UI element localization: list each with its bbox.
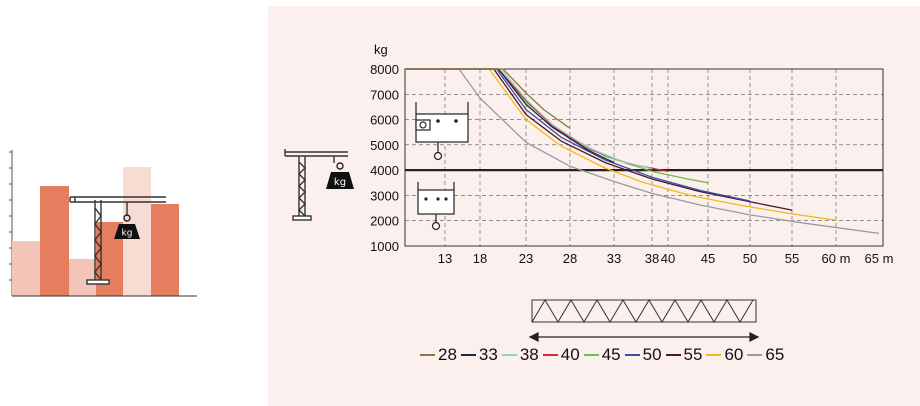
trolley-icon-lower (417, 182, 455, 231)
y-tick-label: 8000 (370, 62, 399, 77)
y-tick-label: 4000 (370, 163, 399, 178)
legend-item-33: 33 (460, 345, 498, 365)
legend-swatch (706, 354, 722, 356)
x-tick-label: 65 m (865, 251, 894, 266)
jib-truss (531, 299, 757, 323)
crane-small (69, 196, 166, 285)
legend-label: 60 (724, 345, 744, 364)
legend-label: 28 (438, 345, 457, 364)
legend-item-55: 55 (665, 345, 703, 365)
building-light-1 (12, 241, 40, 296)
series-lines (405, 68, 883, 235)
y-axis-unit-label: kg (374, 42, 388, 57)
y-tick-label: 3000 (370, 188, 399, 203)
x-tick-label: 33 (607, 251, 621, 266)
x-tick-label: 55 (785, 251, 799, 266)
axes (404, 68, 884, 247)
series-line-50 (405, 68, 751, 202)
legend-item-65: 65 (747, 345, 784, 365)
legend-label: 45 (601, 345, 621, 364)
tick-labels: 1000 2000 3000 4000 5000 6000 7000 8000 13 18 23 28… (370, 62, 893, 266)
building-light-2 (69, 259, 96, 296)
y-scale-ticks (9, 150, 13, 296)
x-tick-label: 13 (438, 251, 452, 266)
x-tick-label: 50 (743, 251, 757, 266)
legend-item-60: 60 (706, 345, 743, 365)
y-tick-label: 5000 (370, 138, 399, 153)
y-tick-label: 7000 (370, 87, 399, 102)
y-tick-label: 1000 (370, 239, 399, 254)
grid (405, 69, 883, 246)
series-line-55 (405, 68, 793, 211)
legend-swatch (583, 354, 599, 356)
series-line-60 (405, 68, 837, 221)
x-tick-label: 23 (519, 251, 533, 266)
legend-label: 33 (478, 345, 498, 364)
legend-swatch (665, 354, 681, 356)
legend-item-45: 45 (583, 345, 621, 365)
weight-icon-large: kg (326, 162, 354, 189)
x-tick-label: 18 (473, 251, 487, 266)
building-dark-1 (40, 186, 69, 296)
x-tick-label: 60 m (822, 251, 851, 266)
weight-label-large: kg (334, 177, 346, 188)
plot-frame (404, 68, 884, 247)
legend-swatch (624, 354, 640, 356)
trolley-icon-upper (415, 102, 469, 161)
legend-swatch (460, 354, 476, 356)
x-tick-label: 45 (701, 251, 715, 266)
weight-label-small: kg (122, 229, 133, 239)
x-tick-label: 28 (563, 251, 577, 266)
building-dark-3 (151, 204, 179, 296)
legend-swatch (747, 354, 763, 356)
legend-label: 38 (519, 345, 539, 364)
crane-large-icon (284, 149, 348, 221)
jib-range-arrow (528, 332, 760, 342)
x-tick-label: 38 (645, 251, 659, 266)
series-line-28 (405, 68, 571, 129)
tower-crane-city-illustration: kg (9, 150, 197, 297)
legend-label: 65 (765, 345, 785, 364)
legend-label: 40 (560, 345, 580, 364)
series-line-65 (405, 68, 880, 235)
weight-icon-small: kg (114, 214, 140, 239)
legend-item-38: 38 (501, 345, 539, 365)
load-chart-svg: kg kg 1000 2000 3000 4000 5000 6000 7000 8000 13… (284, 42, 893, 342)
y-tick-label: 2000 (370, 214, 399, 229)
y-tick-label: 6000 (370, 113, 399, 128)
legend-item-50: 50 (624, 345, 662, 365)
legend-item-28: 28 (420, 345, 457, 365)
legend-swatch (420, 354, 435, 356)
legend-item-40: 40 (542, 345, 580, 365)
legend-label: 55 (683, 345, 703, 364)
legend-label: 50 (642, 345, 662, 364)
load-chart-panel: kg kg 1000 2000 3000 4000 5000 6000 7000 8000 13… (268, 6, 920, 406)
x-tick-label: 40 (661, 251, 675, 266)
jib-length-legend: 28 33 38 40 45 50 55 60 65 (420, 345, 788, 365)
legend-swatch (501, 354, 517, 356)
legend-swatch (542, 354, 558, 356)
